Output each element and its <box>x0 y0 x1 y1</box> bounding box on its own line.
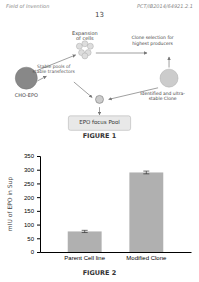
x-tick-label: Parent Cell line <box>64 255 105 261</box>
y-tick-mark <box>37 170 40 171</box>
y-tick-mark <box>37 156 40 157</box>
arrow <box>96 53 147 54</box>
x-axis: Parent Cell line Modified Clone <box>41 252 192 261</box>
clone-cell <box>160 69 178 87</box>
bar <box>129 172 163 252</box>
y-tick-label: 50 <box>27 236 34 242</box>
arrow <box>37 76 46 81</box>
y-axis-line <box>37 157 41 253</box>
y-tick-mark <box>37 252 40 253</box>
annotation: Clone selection for <box>132 35 174 40</box>
y-tick: 350 <box>24 153 40 159</box>
y-tick-label: 100 <box>24 222 35 228</box>
bar <box>68 231 102 252</box>
y-tick-mark <box>37 211 40 212</box>
microscope <box>96 95 104 103</box>
pool-box <box>68 116 130 131</box>
annotation: CHO-EPO <box>15 92 38 98</box>
y-tick: 0 <box>31 249 40 255</box>
y-axis: 0 50 100 150 200 250 300 350 <box>24 153 41 255</box>
error-bar <box>143 171 149 174</box>
annotations: Field of Invention PCT/IB2014/64921.2.1 13… <box>6 3 193 140</box>
y-tick-mark <box>37 238 40 239</box>
chart-title: FIGURE 2 <box>83 269 117 277</box>
expanded-cell <box>87 43 93 49</box>
plot-area <box>68 171 164 252</box>
annotation: 13 <box>95 11 104 19</box>
expanded-cell <box>82 41 88 47</box>
error-bar-cap <box>143 173 149 174</box>
annotation: FIGURE 1 <box>83 132 117 140</box>
chart-root: Field of Invention PCT/IB2014/64921.2.1 13… <box>0 0 199 282</box>
annotation: Field of Invention <box>6 3 49 9</box>
y-tick: 300 <box>24 167 40 173</box>
error-bar-cap <box>143 171 149 172</box>
y-tick: 100 <box>24 222 40 228</box>
y-tick-mark <box>37 183 40 184</box>
annotation: stable transfectors <box>33 69 76 74</box>
arrow <box>99 107 100 115</box>
y-tick-label: 300 <box>24 167 35 173</box>
y-tick-label: 250 <box>24 181 35 187</box>
y-tick-label: 0 <box>31 249 35 255</box>
y-axis-title: mIU of EPO in Sup <box>6 177 14 232</box>
expanded-cell <box>82 53 88 59</box>
arrow <box>169 57 170 68</box>
error-bar-cap <box>82 230 88 231</box>
y-tick: 150 <box>24 208 40 214</box>
annotation: Stable pools of <box>37 64 71 69</box>
error-bar-line <box>146 171 147 174</box>
y-tick: 50 <box>27 236 40 242</box>
y-tick-label: 350 <box>24 153 35 159</box>
diagram <box>15 41 178 131</box>
y-tick: 200 <box>24 195 40 201</box>
error-bar-cap <box>82 232 88 233</box>
x-tick: Parent Cell line <box>64 252 105 261</box>
y-tick-label: 200 <box>24 195 35 201</box>
y-tick-label: 150 <box>24 208 35 214</box>
arrow <box>74 82 92 97</box>
annotation: stable Clone <box>149 96 177 101</box>
expanded-cell <box>76 43 82 49</box>
y-tick-mark <box>37 197 40 198</box>
annotation: highest producers <box>132 41 173 46</box>
annotation: Identified and ultra- <box>140 91 185 96</box>
annotation: PCT/IB2014/64921.2.1 <box>137 3 193 9</box>
y-tick: 250 <box>24 181 40 187</box>
x-axis-line <box>41 252 192 253</box>
annotation: of cells <box>76 35 94 41</box>
arrow <box>37 55 75 70</box>
annotation: EPO focus Pool <box>79 119 120 125</box>
error-bar <box>82 230 88 232</box>
x-tick-label: Modified Clone <box>126 255 167 261</box>
x-tick: Modified Clone <box>126 252 167 261</box>
y-tick-mark <box>37 225 40 226</box>
